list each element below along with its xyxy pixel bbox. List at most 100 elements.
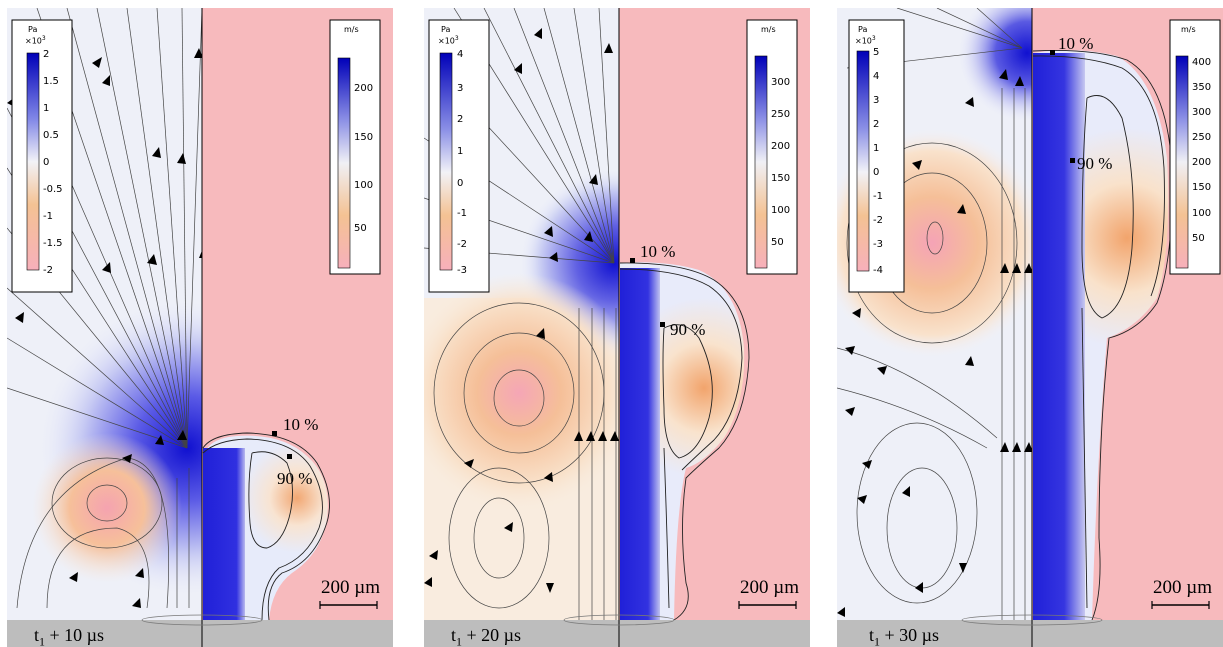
right-tick: 300: [771, 77, 791, 88]
right-colorbar-unit: m/s: [761, 25, 776, 34]
left-colorbar: [439, 52, 453, 271]
right-tick: 100: [354, 180, 374, 191]
scale-bar-label: 200 µm: [740, 577, 799, 598]
right-colorbar-unit: m/s: [1181, 25, 1196, 34]
right-tick: 250: [1192, 132, 1212, 143]
right-tick: 200: [771, 141, 791, 152]
marker-90pct: [1070, 158, 1075, 163]
right-tick: 150: [1192, 182, 1212, 193]
left-colorbar-box: [428, 19, 490, 293]
left-tick: 4: [457, 49, 464, 60]
left-colorbar-exponent: ×103: [855, 35, 876, 46]
left-tick: 1.5: [43, 76, 59, 87]
substrate: [424, 620, 810, 647]
substrate: [837, 620, 1223, 647]
plume-core: [620, 268, 660, 620]
left-tick: -1: [873, 191, 883, 202]
panel-t30: Pa ×103 5 4 3 2 1 0 -1 -2 -3 -4 m/s 400 …: [837, 8, 1223, 647]
marker-10pct: [630, 258, 635, 263]
contour-label-90: 90 %: [1077, 154, 1113, 173]
left-colorbar-unit: Pa: [28, 25, 38, 34]
flow-arrows: [837, 69, 1032, 617]
left-tick: -3: [873, 239, 883, 250]
left-tick: 1: [43, 103, 50, 114]
velocity-contours: [619, 262, 750, 621]
scale-bar-label: 200 µm: [1153, 577, 1212, 598]
right-tick: 150: [354, 132, 374, 143]
left-colorbar-unit: Pa: [858, 25, 868, 34]
left-tick: -0.5: [43, 184, 63, 195]
time-label: t1 + 30 µs: [869, 625, 940, 647]
time-label: t1 + 20 µs: [451, 625, 522, 647]
left-tick: 0: [43, 157, 50, 168]
marker-90pct: [287, 454, 292, 459]
left-tick: 0: [873, 167, 880, 178]
velocity-contours: [202, 432, 330, 621]
left-colorbar-exponent: ×103: [25, 35, 46, 46]
left-tick: -2: [43, 265, 53, 276]
substrate: [7, 620, 393, 647]
left-colorbar-box: [11, 19, 73, 293]
left-colorbar-unit: Pa: [441, 25, 451, 34]
left-colorbar-exponent: ×103: [438, 35, 459, 46]
left-colorbar: [856, 50, 870, 272]
right-tick: 50: [1192, 233, 1205, 244]
left-tick: 4: [873, 71, 880, 82]
right-colorbar-unit: m/s: [344, 25, 359, 34]
left-tick: -3: [457, 265, 467, 276]
left-tick: 3: [873, 95, 880, 106]
left-tick: 1: [457, 146, 464, 157]
right-tick: 250: [771, 109, 791, 120]
scale-bar-label: 200 µm: [321, 577, 380, 598]
right-tick: 200: [1192, 157, 1212, 168]
left-tick: -2: [457, 239, 467, 250]
contour-label-90: 90 %: [277, 469, 313, 488]
plume-core: [1033, 53, 1085, 620]
left-tick: -1: [457, 208, 467, 219]
left-tick: 0: [457, 178, 464, 189]
left-tick: 0.5: [43, 130, 59, 141]
right-tick: 200: [354, 83, 374, 94]
flow-arrows: [424, 28, 619, 593]
panel-t10-field: [7, 8, 393, 647]
contour-label-90: 90 %: [670, 320, 706, 339]
right-colorbar: [337, 57, 351, 269]
left-tick: -2: [873, 215, 883, 226]
right-tick: 50: [354, 223, 367, 234]
left-tick: -1: [43, 211, 53, 222]
contour-label-10: 10 %: [640, 242, 676, 261]
marker-10pct: [1050, 50, 1055, 55]
streamlines: [837, 8, 1026, 620]
right-colorbar: [1175, 55, 1189, 269]
left-tick: 2: [457, 114, 464, 125]
contour-label-10: 10 %: [1058, 34, 1094, 53]
left-tick: 2: [43, 49, 50, 60]
right-colorbar: [754, 55, 768, 269]
left-tick: -4: [873, 265, 883, 276]
right-colorbar-box: [329, 19, 381, 275]
right-tick: 400: [1192, 57, 1212, 68]
velocity-contours: [1032, 49, 1173, 621]
left-tick: 2: [873, 119, 880, 130]
right-tick: 350: [1192, 82, 1212, 93]
plume-core: [203, 448, 245, 620]
right-tick: 300: [1192, 107, 1212, 118]
streamlines: [7, 8, 202, 609]
left-tick: 5: [873, 47, 880, 58]
left-colorbar: [26, 52, 40, 271]
marker-90pct: [660, 322, 665, 327]
left-tick: 3: [457, 83, 464, 94]
time-label: t1 + 10 µs: [34, 625, 105, 647]
left-tick: -1.5: [43, 238, 63, 249]
panel-t20-field: [424, 8, 810, 647]
marker-10pct: [272, 431, 277, 436]
contour-label-10: 10 %: [283, 415, 319, 434]
right-tick: 150: [771, 173, 791, 184]
right-tick: 100: [771, 205, 791, 216]
panel-t10: Pa ×103 2 1.5 1 0.5 0 -0.5 -1 -1.5 -2 m/…: [7, 8, 393, 647]
right-tick: 100: [1192, 208, 1212, 219]
panel-t30-field: [837, 8, 1223, 647]
left-tick: 1: [873, 143, 880, 154]
panel-t20: Pa ×103 4 3 2 1 0 -1 -2 -3 m/s 300 250 2…: [424, 8, 810, 647]
right-tick: 50: [771, 237, 784, 248]
